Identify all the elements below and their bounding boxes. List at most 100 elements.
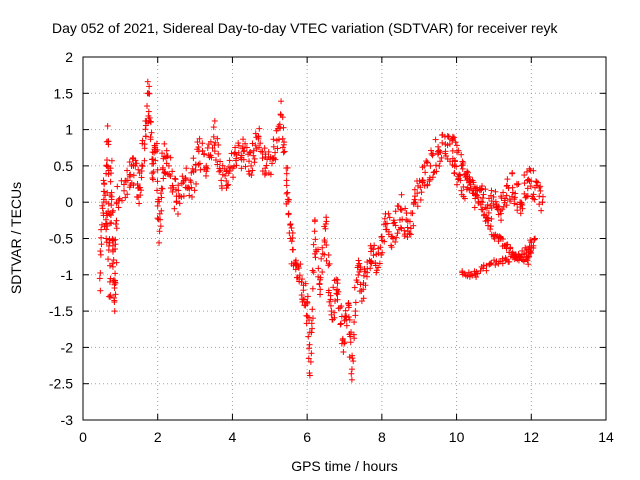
data-point <box>243 144 250 151</box>
data-point <box>105 256 112 263</box>
data-point <box>524 177 531 184</box>
data-point <box>367 265 374 272</box>
data-point <box>298 279 305 286</box>
data-point <box>323 257 330 264</box>
data-point <box>144 103 151 110</box>
data-point <box>417 196 424 203</box>
data-point <box>178 193 185 200</box>
data-point <box>242 163 249 170</box>
data-point <box>517 253 524 260</box>
data-point <box>173 199 180 206</box>
data-point <box>315 265 322 272</box>
data-point <box>98 234 105 241</box>
data-point <box>495 203 502 210</box>
data-point <box>210 124 217 131</box>
data-point <box>370 252 377 259</box>
data-point <box>296 272 303 279</box>
data-point <box>306 345 313 352</box>
data-point <box>305 355 312 362</box>
data-point <box>434 148 441 155</box>
data-point <box>409 210 416 217</box>
chart-title: Day 052 of 2021, Sidereal Day-to-day VTE… <box>52 20 558 36</box>
data-point <box>515 181 522 188</box>
data-point <box>196 135 203 142</box>
data-point <box>257 140 264 147</box>
data-point <box>483 205 490 212</box>
data-point <box>392 208 399 215</box>
data-point <box>136 184 143 191</box>
data-point <box>334 276 341 283</box>
data-point <box>388 244 395 251</box>
data-point <box>483 262 490 269</box>
data-point <box>108 189 115 196</box>
data-point <box>479 206 486 213</box>
data-point <box>483 214 490 221</box>
data-point <box>356 260 363 267</box>
data-point <box>287 235 294 242</box>
data-point <box>325 289 332 296</box>
data-point <box>211 148 218 155</box>
data-point <box>97 251 104 258</box>
data-point <box>156 210 163 217</box>
data-point <box>348 376 355 383</box>
data-point <box>193 180 200 187</box>
data-point <box>183 165 190 172</box>
data-point <box>256 144 263 151</box>
data-point <box>154 198 161 205</box>
data-point <box>256 125 263 132</box>
data-point <box>112 246 119 253</box>
data-point <box>139 163 146 170</box>
data-point <box>107 211 114 218</box>
x-tick-label: 4 <box>229 429 237 445</box>
data-point <box>176 200 183 207</box>
data-point <box>141 157 148 164</box>
data-point <box>285 196 292 203</box>
data-point <box>536 201 543 208</box>
data-point <box>444 133 451 140</box>
data-point <box>484 201 491 208</box>
data-point <box>156 228 163 235</box>
data-point <box>309 285 316 292</box>
data-point <box>433 168 440 175</box>
data-point <box>179 173 186 180</box>
data-point <box>488 260 495 267</box>
data-point <box>215 141 222 148</box>
data-point <box>426 178 433 185</box>
data-point <box>460 183 467 190</box>
data-point <box>525 261 532 268</box>
data-point <box>327 292 334 299</box>
y-tick-label: -1.5 <box>49 303 73 319</box>
data-point <box>104 122 111 129</box>
data-point <box>437 158 444 165</box>
data-point <box>398 191 405 198</box>
data-point <box>349 355 356 362</box>
data-point <box>404 234 411 241</box>
data-point <box>98 241 105 248</box>
data-point <box>171 175 178 182</box>
data-point <box>107 275 114 282</box>
data-point <box>487 202 494 209</box>
data-point <box>283 177 290 184</box>
data-point <box>323 242 330 249</box>
data-point <box>453 142 460 149</box>
data-point <box>457 177 464 184</box>
data-point <box>300 287 307 294</box>
data-point <box>471 204 478 211</box>
data-point <box>340 348 347 355</box>
data-point <box>458 151 465 158</box>
data-point <box>164 153 171 160</box>
data-point <box>538 207 545 214</box>
x-tick-label: 10 <box>449 429 465 445</box>
data-point <box>385 228 392 235</box>
data-point <box>360 286 367 293</box>
data-point <box>397 206 404 213</box>
data-point <box>487 260 494 267</box>
data-point <box>195 161 202 168</box>
data-point <box>351 319 358 326</box>
data-point <box>451 170 458 177</box>
data-point <box>109 263 116 270</box>
data-point <box>302 280 309 287</box>
data-point <box>226 157 233 164</box>
data-point <box>530 191 537 198</box>
data-point <box>353 277 360 284</box>
